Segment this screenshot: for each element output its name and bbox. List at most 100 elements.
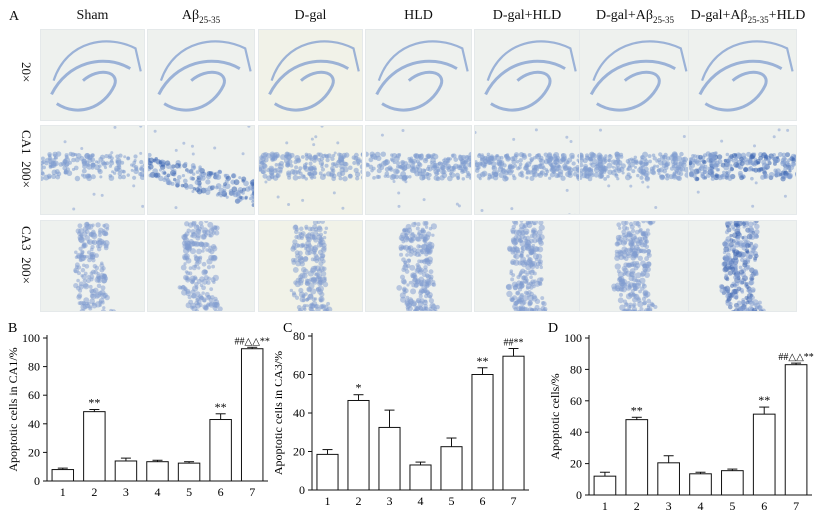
panel-c-letter: C	[283, 321, 292, 336]
chart-d-x-tick-label-6: 6	[761, 499, 767, 513]
column-header-dgal-abeta: D-gal+Aβ25-35	[595, 8, 674, 25]
chart-c-x-tick-label-5: 5	[449, 494, 455, 508]
chart-b-x-tick-label-5: 5	[186, 485, 192, 499]
chart-d-bar-4	[689, 473, 712, 496]
micrograph-20x-5	[474, 29, 580, 121]
micrograph-20x-3	[258, 29, 363, 121]
chart-c-y-tick-label: 0	[299, 483, 305, 497]
chart-d: D 0 20 40 60 80 100 Apoptotic cells/% 1 2 ** 3 4 5 6 **…	[548, 321, 814, 513]
micrograph-ca1-6	[579, 125, 691, 215]
micrograph-20x-2	[147, 29, 255, 121]
chart-d-bar-3	[657, 462, 680, 496]
chart-b-y-tick-label: 60	[28, 388, 40, 402]
micrograph-20x-1	[40, 29, 145, 121]
row-label-ca3-200x: CA3 200×	[18, 226, 34, 284]
chart-b-x-tick-label-1: 1	[60, 485, 66, 499]
column-header-dgal-hld: D-gal+HLD	[492, 8, 562, 23]
chart-d-x-tick-label-7: 7	[793, 499, 799, 513]
chart-d-significance-7: ##△△**	[778, 352, 813, 363]
chart-b-bar-7	[240, 348, 264, 482]
chart-d-x-tick-label-5: 5	[729, 499, 735, 513]
chart-d-bar-1	[593, 475, 617, 496]
micrograph-ca1-1	[40, 125, 145, 215]
micrograph-20x-4	[365, 29, 472, 121]
chart-d-y-tick-label: 0	[576, 488, 582, 502]
micrograph-ca1-5	[474, 125, 580, 215]
chart-b-x-tick-label-6: 6	[218, 485, 224, 499]
chart-b-bar-6	[209, 419, 232, 482]
chart-b-significance-7: ##△△**	[235, 336, 270, 347]
chart-b-x-tick-label-4: 4	[155, 485, 161, 499]
chart-c-x-tick-label-6: 6	[480, 494, 486, 508]
micrograph-ca3-2	[147, 220, 255, 312]
chart-b-bar-1	[51, 469, 75, 482]
chart-c-y-tick-label: 20	[293, 445, 305, 459]
chart-c-bar-1	[316, 453, 339, 491]
chart-c-bar-3	[378, 426, 401, 491]
chart-d-bar-6	[752, 413, 776, 496]
chart-c-bar-6	[471, 374, 494, 491]
row-label-ca1-200x: CA1 200×	[18, 130, 34, 188]
chart-c-significance-6: **	[477, 354, 489, 368]
panel-a-letter: A	[9, 9, 20, 24]
chart-b-y-tick-label: 0	[34, 474, 40, 488]
micrograph-20x-7	[688, 29, 797, 121]
chart-d-significance-6: **	[758, 393, 770, 407]
chart-b-y-tick-label: 80	[28, 360, 40, 374]
micrograph-ca1-2	[147, 125, 255, 215]
row-label-ca1: CA1	[19, 130, 34, 155]
micrograph-ca1-3	[258, 125, 363, 215]
chart-d-bar-2	[625, 419, 649, 496]
chart-b-significance-2: **	[88, 396, 100, 410]
chart-d-y-tick-label: 60	[570, 394, 582, 408]
chart-c-bar-5	[440, 446, 463, 491]
chart-d-y-tick-label: 40	[570, 425, 582, 439]
chart-c-y-tick-label: 40	[293, 406, 305, 420]
micrograph-20x-6	[579, 29, 691, 121]
chart-c-bar-7	[502, 355, 525, 491]
micrograph-ca3-4	[365, 220, 472, 312]
chart-d-x-tick-label-2: 2	[634, 499, 640, 513]
chart-c-y-label: Apoptotic cells in CA3/%	[275, 351, 285, 475]
panel-b-letter: B	[8, 321, 17, 336]
column-header-hld: HLD	[404, 8, 433, 23]
chart-b-y-tick-label: 40	[28, 417, 40, 431]
chart-b-significance-6: **	[215, 400, 227, 414]
chart-b-x-tick-label-2: 2	[91, 485, 97, 499]
chart-c-x-tick-label-7: 7	[511, 494, 517, 508]
chart-d-x-tick-label-3: 3	[666, 499, 672, 513]
chart-d-bar-5	[721, 470, 744, 496]
chart-d-significance-2: **	[631, 403, 643, 417]
chart-c-x-tick-label-1: 1	[325, 494, 331, 508]
chart-b-y-label: Apoptotic cells in CA1/%	[6, 347, 20, 471]
chart-c-x-tick-label-4: 4	[418, 494, 424, 508]
chart-d-x-tick-label-4: 4	[698, 499, 704, 513]
chart-b-bar-3	[114, 460, 138, 482]
micrograph-ca3-3	[258, 220, 363, 312]
chart-d-y-tick-label: 100	[564, 331, 582, 345]
chart-c-x-tick-label-3: 3	[387, 494, 393, 508]
row-label-ca1-mag: 200×	[19, 161, 34, 188]
chart-d-x-tick-label-1: 1	[602, 499, 608, 513]
chart-c-significance-7: ##**	[504, 338, 524, 349]
chart-c-bar-2	[347, 399, 370, 491]
micrograph-ca3-1	[40, 220, 145, 312]
chart-c-x-tick-label-2: 2	[356, 494, 362, 508]
column-header-dgal: D-gal	[294, 8, 327, 23]
micrograph-ca1-7	[688, 125, 797, 215]
column-header-dgal-abeta-hld: D-gal+Aβ25-35+HLD	[690, 8, 806, 25]
chart-c-significance-2: *	[356, 381, 362, 395]
chart-b-bar-5	[177, 462, 201, 482]
micrograph-ca3-5	[474, 220, 580, 312]
chart-c-y-tick-label: 80	[293, 329, 305, 343]
micrograph-ca3-7	[688, 220, 797, 312]
chart-d-bar-7	[784, 364, 808, 496]
row-label-20x: 20×	[19, 62, 34, 83]
chart-b-y-tick-label: 100	[22, 331, 40, 345]
micrograph-ca1-4	[365, 125, 472, 215]
chart-d-y-label: Apoptotic cells/%	[548, 373, 562, 459]
row-label-ca3: CA3	[19, 226, 34, 251]
chart-b-bar-4	[146, 461, 169, 482]
